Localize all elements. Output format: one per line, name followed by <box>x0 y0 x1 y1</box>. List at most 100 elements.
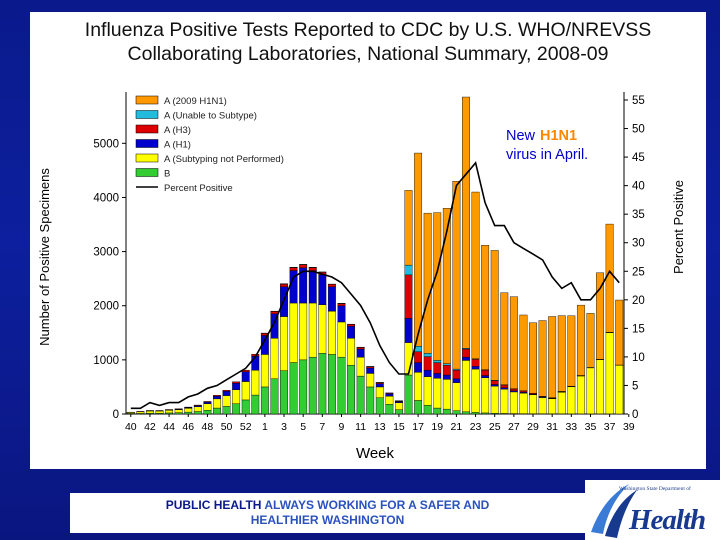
bar-segment <box>241 399 250 415</box>
bar-segment <box>414 152 423 347</box>
x-tick-label: 39 <box>623 421 635 433</box>
legend-swatch <box>135 168 159 177</box>
legend-label: Percent Positive <box>164 183 233 194</box>
bar-segment <box>375 383 384 388</box>
x-tick-label: 29 <box>527 421 539 433</box>
y2-tick-label: 0 <box>632 409 638 421</box>
bar-segment <box>423 376 432 406</box>
legend-label: B <box>164 169 170 180</box>
x-tick-label: 15 <box>393 421 405 433</box>
bar-segment <box>557 315 566 392</box>
bar-segment <box>213 407 221 415</box>
bar-segment <box>270 311 279 315</box>
bar-segment <box>500 292 509 385</box>
bar-segment <box>414 362 423 373</box>
x-tick-label: 17 <box>412 421 424 433</box>
bar-segment <box>596 359 604 415</box>
x-axis-label: Week <box>356 445 395 462</box>
legend-swatch <box>135 95 159 105</box>
y2-tick-label: 45 <box>632 152 645 164</box>
footer-public-health: PUBLIC HEALTH <box>165 498 262 512</box>
y-tick-label: 2000 <box>93 301 119 313</box>
y2-tick-label: 25 <box>632 266 645 278</box>
logo-swoosh-icon <box>591 484 637 538</box>
bar-segment <box>308 267 317 271</box>
bar-segment <box>395 402 403 410</box>
y2-tick-label: 55 <box>632 95 645 107</box>
bar-segment <box>165 410 174 414</box>
bar-segment <box>270 378 279 415</box>
bar-segment <box>184 408 193 413</box>
x-tick-label: 44 <box>163 421 175 433</box>
legend-swatch <box>135 153 159 163</box>
y-tick-label: 3000 <box>93 247 119 259</box>
y2-tick-label: 40 <box>632 181 645 193</box>
legend-swatch <box>135 110 159 119</box>
bar-segment <box>471 359 480 367</box>
bar-segment <box>452 369 461 380</box>
bar-segment <box>251 369 260 396</box>
bar-segment <box>232 389 241 404</box>
legend-swatch <box>135 139 159 148</box>
bar-segment <box>481 244 490 370</box>
y2-axis-label: Percent Positive <box>671 180 686 274</box>
bar-segment <box>337 303 346 306</box>
bar-segment <box>452 410 461 415</box>
bar-segment <box>586 313 595 368</box>
bar-segment <box>462 348 470 358</box>
legend-label: A (Subtyping not Performed) <box>164 154 284 165</box>
x-tick-label: 21 <box>451 421 463 433</box>
bar-segment <box>270 338 279 380</box>
bar-segment <box>567 315 576 387</box>
legend-label: A (H1) <box>164 140 191 151</box>
y-tick-label: 1000 <box>93 355 119 367</box>
x-tick-label: 11 <box>355 421 366 433</box>
bar-segment <box>222 406 231 415</box>
y2-tick-label: 5 <box>632 380 638 392</box>
bar-segment <box>203 403 212 411</box>
x-tick-label: 3 <box>281 421 287 433</box>
bar-segment <box>481 375 490 378</box>
bar-segment <box>136 411 145 414</box>
bar-segment <box>509 388 518 392</box>
bar-segment <box>404 317 413 343</box>
bar-segment <box>299 264 308 269</box>
bar-segment <box>576 304 585 376</box>
bar-segment <box>174 412 183 415</box>
bar-segment <box>260 354 269 388</box>
footer-always-working: ALWAYS WORKING FOR A SAFER AND <box>264 498 490 512</box>
bar-segment <box>366 367 375 374</box>
bar-segment <box>481 369 490 376</box>
x-tick-label: 52 <box>240 421 252 433</box>
bar-segment <box>356 348 365 358</box>
logo-word: Health <box>629 504 706 536</box>
bar-segment <box>375 397 384 415</box>
bar-segment <box>471 368 480 413</box>
bar-segment <box>251 355 260 371</box>
bar-segment <box>509 296 518 389</box>
x-tick-label: 7 <box>319 421 325 433</box>
bar-segment <box>385 395 394 405</box>
bar-segment <box>567 386 576 415</box>
x-tick-label: 42 <box>144 421 156 433</box>
bar-segment <box>519 314 528 391</box>
bar-segment <box>318 304 327 354</box>
bar-segment <box>423 405 432 415</box>
bar-segment <box>490 250 499 381</box>
bar-segment <box>260 386 269 415</box>
bar-segment <box>423 353 432 357</box>
bar-segment <box>452 181 461 370</box>
bar-segment <box>615 365 624 415</box>
x-tick-label: 5 <box>300 421 306 433</box>
bar-segment <box>318 353 327 415</box>
bar-segment <box>596 272 604 360</box>
bar-segment <box>232 382 241 390</box>
bar-segment <box>308 356 317 415</box>
bar-segment <box>347 338 355 366</box>
legend-swatch <box>135 124 159 134</box>
bar-segment <box>222 389 231 392</box>
x-tick-label: 13 <box>374 421 386 433</box>
bar-segment <box>385 404 394 415</box>
bar-segment <box>423 212 432 354</box>
chart-panel: Influenza Positive Tests Reported to CDC… <box>30 12 706 469</box>
